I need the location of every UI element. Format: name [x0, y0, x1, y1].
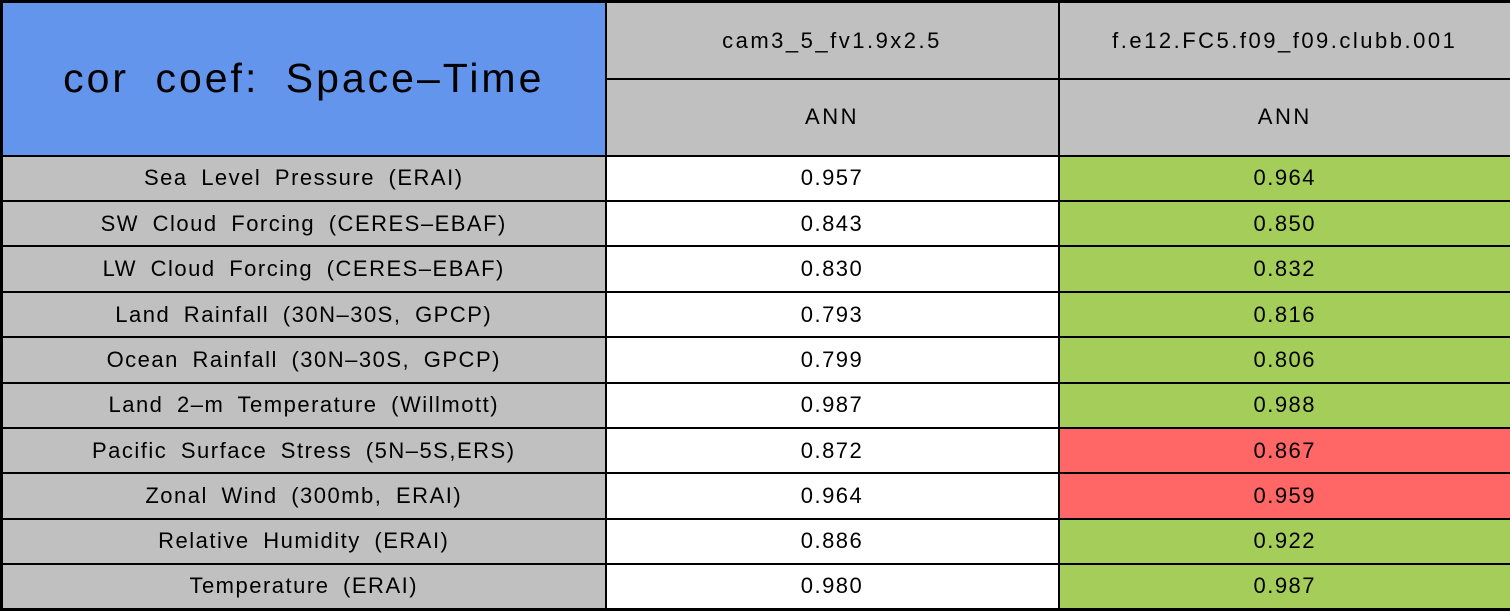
row-label: SW Cloud Forcing (CERES–EBAF)	[0, 200, 607, 248]
season-header-model-2: ANN	[1057, 78, 1510, 157]
value-model1: 0.964	[604, 472, 1060, 520]
header-row-models: cor coef: Space–Time cam3_5_fv1.9x2.5 f.…	[0, 0, 1510, 157]
row-label: Ocean Rainfall (30N–30S, GPCP)	[0, 336, 607, 384]
col-header-model-1: cam3_5_fv1.9x2.5	[604, 0, 1060, 81]
table-row: Land 2–m Temperature (Willmott) 0.987 0.…	[0, 381, 1510, 429]
table-row: Zonal Wind (300mb, ERAI) 0.964 0.959	[0, 472, 1510, 520]
col-header-model-2: f.e12.FC5.f09_f09.clubb.001	[1057, 0, 1510, 81]
row-label: Zonal Wind (300mb, ERAI)	[0, 472, 607, 520]
row-label: Relative Humidity (ERAI)	[0, 517, 607, 565]
table-row: Land Rainfall (30N–30S, GPCP) 0.793 0.81…	[0, 290, 1510, 339]
season-header-model-1: ANN	[604, 78, 1060, 157]
value-model2: 0.806	[1057, 336, 1510, 384]
table-row: LW Cloud Forcing (CERES–EBAF) 0.830 0.83…	[0, 245, 1510, 293]
table-row: SW Cloud Forcing (CERES–EBAF) 0.843 0.85…	[0, 200, 1510, 248]
table-row: Relative Humidity (ERAI) 0.886 0.922	[0, 517, 1510, 565]
row-label: LW Cloud Forcing (CERES–EBAF)	[0, 245, 607, 293]
value-model1: 0.886	[604, 517, 1060, 565]
value-model2: 0.850	[1057, 200, 1510, 248]
value-model2: 0.816	[1057, 290, 1510, 339]
table-row: Pacific Surface Stress (5N–5S,ERS) 0.872…	[0, 426, 1510, 475]
value-model2: 0.987	[1057, 562, 1510, 611]
value-model1: 0.987	[604, 381, 1060, 429]
row-label: Pacific Surface Stress (5N–5S,ERS)	[0, 426, 607, 475]
value-model2: 0.959	[1057, 472, 1510, 520]
value-model1: 0.799	[604, 336, 1060, 384]
row-label: Land 2–m Temperature (Willmott)	[0, 381, 607, 429]
value-model2: 0.867	[1057, 426, 1510, 475]
value-model1: 0.830	[604, 245, 1060, 293]
header-row-season: ANN ANN	[2, 78, 1510, 157]
value-model1: 0.872	[604, 426, 1060, 475]
value-model2: 0.988	[1057, 381, 1510, 429]
row-label: Land Rainfall (30N–30S, GPCP)	[0, 290, 607, 339]
table-title: cor coef: Space–Time	[0, 0, 607, 157]
value-model1: 0.793	[604, 290, 1060, 339]
value-model1: 0.980	[604, 562, 1060, 611]
table-row: Ocean Rainfall (30N–30S, GPCP) 0.799 0.8…	[0, 336, 1510, 384]
table-row: Temperature (ERAI) 0.980 0.987	[0, 562, 1510, 611]
value-model1: 0.843	[604, 200, 1060, 248]
value-model2: 0.832	[1057, 245, 1510, 293]
value-model2: 0.922	[1057, 517, 1510, 565]
row-label: Sea Level Pressure (ERAI)	[0, 154, 607, 203]
table-row: Sea Level Pressure (ERAI) 0.957 0.964	[0, 154, 1510, 203]
value-model1: 0.957	[604, 154, 1060, 203]
row-label: Temperature (ERAI)	[0, 562, 607, 611]
value-model2: 0.964	[1057, 154, 1510, 203]
